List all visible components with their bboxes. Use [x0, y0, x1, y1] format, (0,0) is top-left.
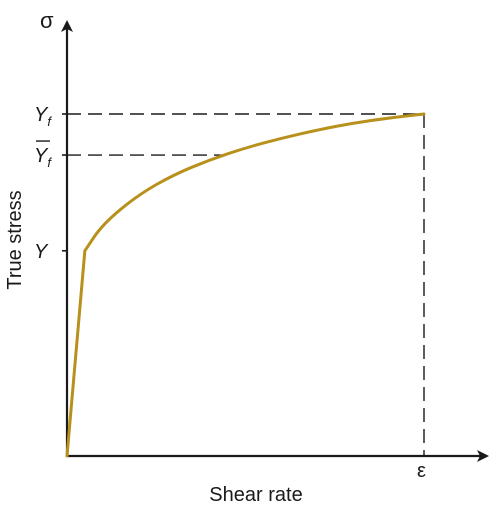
y-tick-label-yf-main: Y: [34, 104, 49, 126]
y-tick-label-y-main: Y: [34, 241, 49, 263]
x-axis-symbol: ε: [417, 460, 426, 482]
y-tick-label-yfbar: Yf: [34, 145, 52, 170]
y-axis-symbol: σ: [40, 8, 54, 33]
y-tick-label-y: Y: [34, 241, 49, 263]
y-tick-label-yfbar-main: Y: [34, 145, 49, 167]
y-axis-label: True stress: [4, 190, 26, 289]
y-tick-label-yfbar-sub: f: [47, 155, 52, 170]
stress-strain-curve: [65, 112, 426, 458]
y-tick-label-yf: Yf: [34, 104, 52, 129]
x-axis-label: Shear rate: [209, 484, 302, 506]
y-tick-label-yf-sub: f: [47, 114, 52, 129]
